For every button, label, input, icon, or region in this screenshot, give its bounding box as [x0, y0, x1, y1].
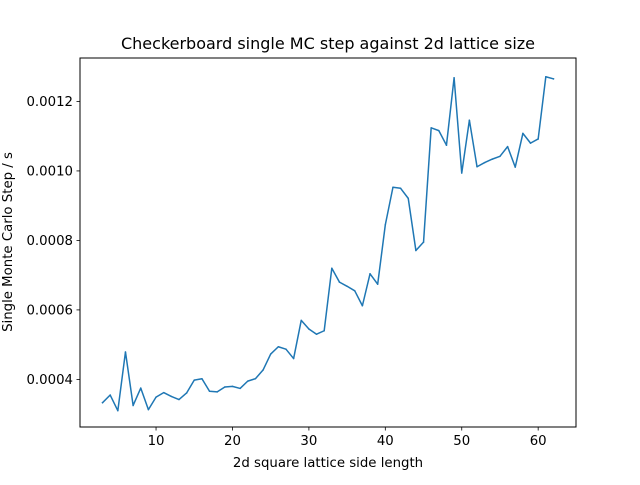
data-point	[239, 387, 241, 390]
data-point	[384, 224, 387, 226]
x-tick-label: 50	[453, 434, 470, 449]
data-point	[247, 380, 249, 382]
data-point	[353, 290, 356, 292]
data-point	[170, 395, 173, 398]
data-point	[529, 142, 532, 144]
data-point	[338, 281, 341, 283]
data-point	[552, 78, 555, 80]
data-point	[460, 172, 463, 174]
data-point	[522, 132, 524, 135]
data-point	[453, 77, 455, 79]
y-tick-label: 0.0008	[26, 234, 73, 249]
data-point	[506, 145, 509, 148]
x-tick-label: 60	[530, 434, 547, 449]
data-point	[468, 119, 471, 121]
data-point	[369, 273, 371, 275]
data-point	[483, 161, 486, 164]
data-point	[392, 186, 394, 189]
data-point	[315, 333, 318, 335]
data-point	[361, 304, 364, 307]
data-point	[231, 385, 234, 388]
data-point	[193, 379, 196, 381]
data-point	[147, 408, 150, 411]
data-point	[117, 409, 119, 412]
data-point	[415, 249, 417, 252]
data-point	[101, 401, 104, 404]
series-line	[101, 76, 555, 412]
data-point	[109, 394, 111, 396]
data-point	[155, 396, 157, 398]
y-axis-ticks: 0.0004 0.0006 0.0008 0.0010 0.0012	[26, 95, 80, 388]
x-tick-label: 40	[377, 434, 394, 449]
data-point	[132, 404, 134, 407]
data-point	[300, 319, 303, 322]
data-point	[124, 351, 127, 353]
data-point	[407, 197, 409, 200]
data-point	[224, 386, 226, 388]
y-tick-label: 0.0004	[26, 373, 73, 388]
data-point	[331, 267, 333, 269]
data-point	[262, 369, 264, 371]
data-point	[376, 283, 379, 285]
data-point	[438, 129, 440, 132]
x-tick-label: 10	[148, 434, 165, 449]
x-axis-label: 2d square lattice side length	[233, 456, 423, 471]
data-point	[545, 76, 547, 78]
data-point	[445, 144, 448, 146]
y-tick-label: 0.0012	[26, 95, 73, 110]
data-point	[178, 398, 180, 401]
data-point	[216, 391, 218, 393]
data-point	[185, 392, 188, 394]
plot-area-frame	[79, 57, 577, 428]
data-point	[162, 391, 165, 394]
data-point	[514, 166, 516, 168]
data-point	[430, 127, 432, 129]
data-point	[476, 166, 478, 168]
data-point	[346, 285, 348, 288]
data-point	[491, 158, 494, 160]
data-point	[399, 187, 402, 190]
data-point	[537, 138, 539, 140]
data-point	[269, 353, 272, 355]
series-layer	[101, 76, 555, 412]
data-point	[323, 330, 325, 332]
data-point	[308, 328, 310, 330]
x-axis-ticks: 10 20 30 40 50 60	[148, 427, 547, 449]
data-point	[140, 387, 142, 389]
data-point	[208, 390, 211, 392]
data-point	[422, 241, 425, 243]
data-point	[292, 357, 295, 360]
chart-title: Checkerboard single MC step against 2d l…	[121, 34, 535, 53]
data-point	[201, 377, 203, 380]
x-tick-label: 30	[300, 434, 317, 449]
data-point	[277, 345, 280, 348]
y-tick-label: 0.0006	[26, 304, 73, 319]
y-axis-label: Single Monte Carlo Step / s	[1, 152, 16, 332]
data-point	[499, 155, 501, 158]
y-tick-label: 0.0010	[26, 165, 73, 180]
x-tick-label: 20	[224, 434, 241, 449]
data-point	[285, 348, 287, 350]
data-point	[254, 377, 257, 380]
